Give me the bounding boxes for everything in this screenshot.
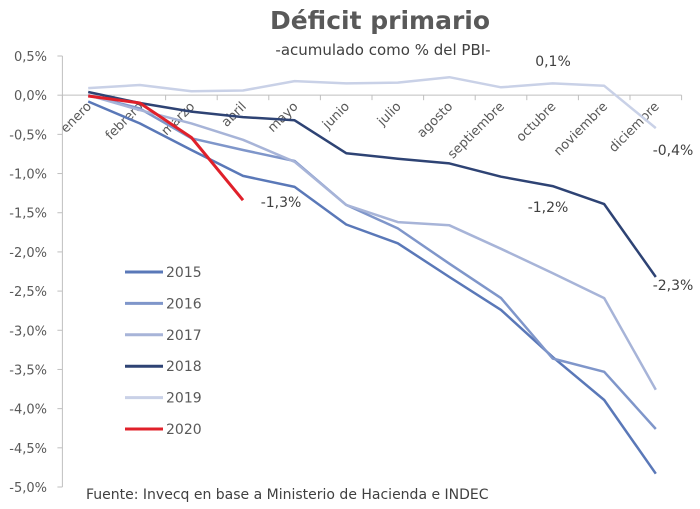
x-tick-label: mayo [265,99,301,135]
series-line-2017 [87,93,657,391]
legend: 2015 2016 2017 2018 2019 2020 [125,265,202,438]
y-tick-label: -4,5% [9,442,47,457]
series-line-2020 [87,94,245,202]
series-line-2019 [88,75,657,130]
y-tick-label: 0,5% [14,50,47,65]
annotation-2020-abril: -1,3% [261,195,302,211]
y-tick-label: -4,0% [9,403,47,418]
annotation-2018-dic: -2,3% [653,278,694,294]
annotation-2018-oct: -1,2% [528,200,569,216]
series-line-2018 [87,90,657,278]
y-tick-label: -2,5% [9,285,47,300]
annotation-2019-dic: -0,4% [653,143,694,159]
annotations: 0,1% -0,4% -1,3% -1,2% -2,3% [261,54,694,294]
y-tick-label: -2,0% [9,246,47,261]
annotation-2019-max: 0,1% [535,54,571,70]
x-tick-label: octubre [514,99,560,145]
legend-label-2018: 2018 [166,359,202,375]
y-tick-label: 0,0% [14,89,47,104]
y-tick-label: -3,0% [9,324,47,339]
legend-label-2019: 2019 [166,391,202,407]
y-tick-label: -5,0% [9,481,47,496]
y-tick-label: -1,5% [9,207,47,222]
legend-label-2015: 2015 [166,265,202,281]
legend-label-2020: 2020 [166,422,202,438]
x-tick-label: julio [374,99,404,129]
x-tick-label: junio [319,99,353,133]
y-tick-label: -0,5% [9,128,47,143]
legend-label-2016: 2016 [166,296,202,312]
y-tick-label: -1,0% [9,168,47,183]
chart-subtitle: -acumulado como % del PBI- [275,41,490,59]
legend-label-2017: 2017 [166,328,202,344]
x-tick-label: noviembre [551,99,611,159]
x-tick-label: enero [58,99,95,136]
source-note: Fuente: Invecq en base a Ministerio de H… [86,487,489,503]
axes: 0,5% 0,0% -0,5% -1,0% -1,5% -2,0% -2,5% -3,0% -3… [9,50,683,496]
series-lines [87,75,657,475]
series-line-2015 [87,100,657,475]
x-tick-label: agosto [415,99,457,141]
chart-title: Déficit primario [270,6,490,35]
y-tick-label: -3,5% [9,363,47,378]
